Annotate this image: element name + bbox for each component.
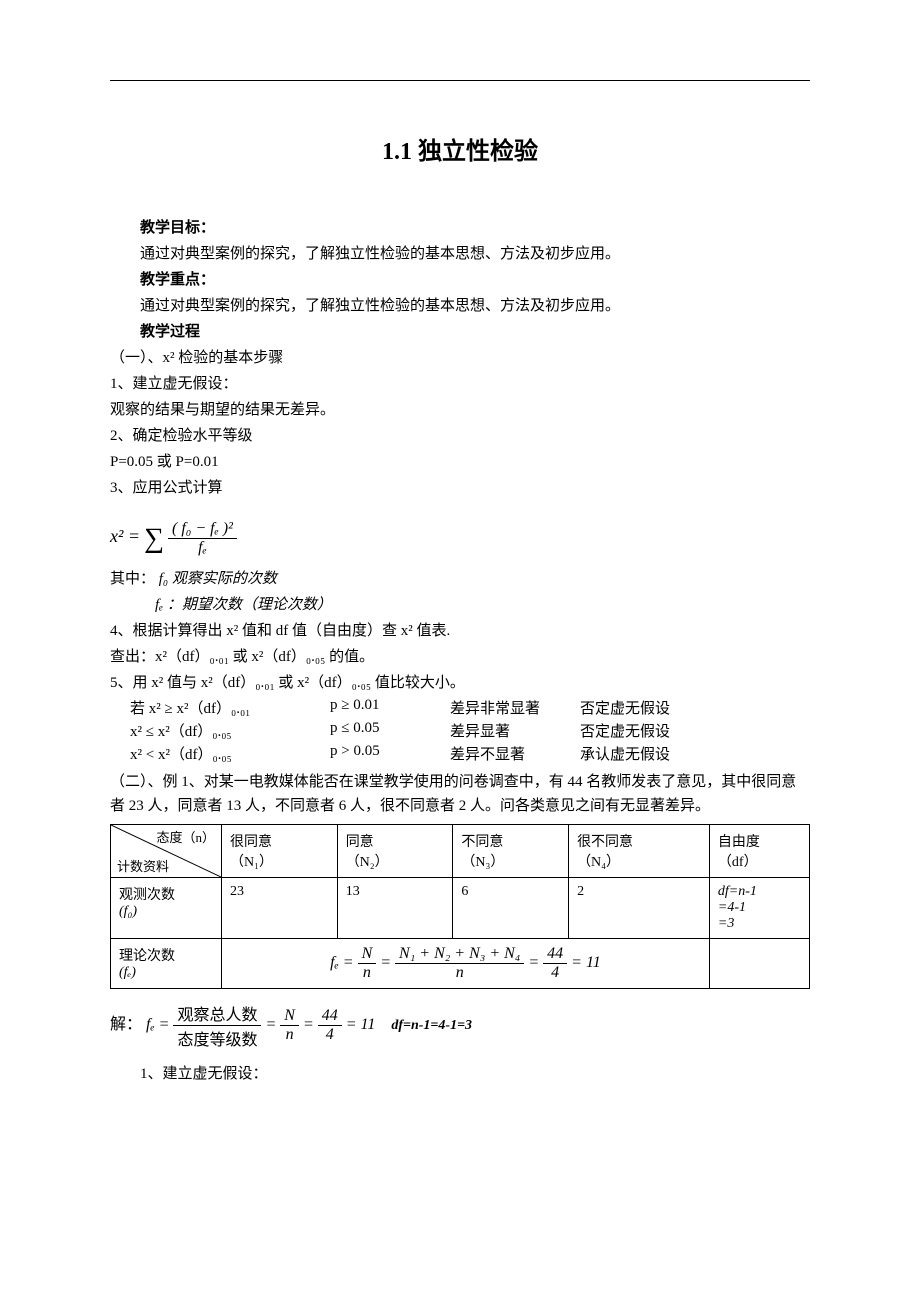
obs-v4: 2 <box>569 878 710 939</box>
goal-label: 教学目标： <box>110 216 810 240</box>
step2b: P=0.05 或 P=0.01 <box>110 450 810 474</box>
top-rule <box>110 80 810 81</box>
section2-label: （二）、例 1、对某一电教媒体能否在课堂教学使用的问卷调查中，有 44 名教师发… <box>110 770 810 818</box>
fe-formula: fₑ = N n = N₁ + N₂ + N₃ + N₄ n = 44 4 <box>330 954 601 971</box>
compare-row-2: x² ≤ x²（df）₀.₀₅ p ≤ 0.05 差异显著 否定虚无假设 <box>110 720 810 741</box>
where-f0: f₀ 观察实际的次数 <box>159 571 277 587</box>
col-header-2: 同意 （N₂） <box>337 825 453 878</box>
obs-v2: 13 <box>337 878 453 939</box>
step5: 5、用 x² 值与 x²（df）₀.₀₁ 或 x²（df）₀.₀₅ 值比较大小。 <box>110 671 810 695</box>
goal-text: 通过对典型案例的探究，了解独立性检验的基本思想、方法及初步应用。 <box>110 242 810 266</box>
step4: 4、根据计算得出 x² 值和 df 值（自由度）查 x² 值表. <box>110 619 810 643</box>
diag-bottom-label: 计数资料 <box>117 856 169 875</box>
col-header-3: 不同意 （N₃） <box>453 825 569 878</box>
data-table: 态度（n） 计数资料 很同意 （N₁） 同意 （N₂） 不同意 （N₃） 很不同… <box>110 824 810 989</box>
sigma-icon: ∑ <box>144 523 164 555</box>
compare-row-3: x² < x²（df）₀.₀₅ p > 0.05 差异不显著 承认虚无假设 <box>110 743 810 764</box>
col-header-1: 很同意 （N₁） <box>222 825 338 878</box>
col-header-4: 很不同意 （N₄） <box>569 825 710 878</box>
col-header-5: 自由度 （df） <box>709 825 809 878</box>
formula-lhs: x² = <box>110 526 140 546</box>
step3: 3、应用公式计算 <box>110 476 810 500</box>
obs-v3: 6 <box>453 878 569 939</box>
page: 1.1 独立性检验 教学目标： 通过对典型案例的探究，了解独立性检验的基本思想、… <box>0 0 920 1302</box>
step2a: 2、确定检验水平等级 <box>110 424 810 448</box>
obs-v1: 23 <box>222 878 338 939</box>
row-theo-formula-cell: fₑ = N n = N₁ + N₂ + N₃ + N₄ n = 44 4 <box>222 939 710 989</box>
solution-step1: 1、建立虚无假设： <box>110 1062 810 1086</box>
section1-label: （一）、x² 检验的基本步骤 <box>110 346 810 370</box>
where-line: 其中： f₀ 观察实际的次数 <box>110 567 810 591</box>
process-label: 教学过程 <box>110 320 810 344</box>
formula-numerator: ( f₀ − fₑ )² <box>168 520 237 539</box>
solution-label: 解： <box>110 1016 142 1033</box>
step1a: 1、建立虚无假设： <box>110 372 810 396</box>
where-label: 其中： <box>110 571 155 587</box>
step1b: 观察的结果与期望的结果无差异。 <box>110 398 810 422</box>
table-header-row: 态度（n） 计数资料 很同意 （N₁） 同意 （N₂） 不同意 （N₃） 很不同… <box>111 825 810 878</box>
table-row-observed: 观测次数 (f₀) 23 13 6 2 df=n-1 =4-1 =3 <box>111 878 810 939</box>
diag-header-cell: 态度（n） 计数资料 <box>111 825 222 878</box>
formula-fraction: ( f₀ − fₑ )² fₑ <box>168 520 237 557</box>
row-theo-label: 理论次数 (fₑ) <box>111 939 222 989</box>
focus-text: 通过对典型案例的探究，了解独立性检验的基本思想、方法及初步应用。 <box>110 294 810 318</box>
focus-label: 教学重点： <box>110 268 810 292</box>
table-row-theoretical: 理论次数 (fₑ) fₑ = N n = N₁ + N₂ + N₃ + N₄ n… <box>111 939 810 989</box>
page-title: 1.1 独立性检验 <box>110 131 810 166</box>
formula-denominator: fₑ <box>168 539 237 557</box>
where-fe: fₑ ：期望次数（理论次数） <box>110 593 810 617</box>
row-obs-label: 观测次数 (f₀) <box>111 878 222 939</box>
step4b: 查出：x²（df）₀.₀₁ 或 x²（df）₀.₀₅ 的值。 <box>110 645 810 669</box>
compare-row-1: 若 x² ≥ x²（df）₀.₀₁ p ≥ 0.01 差异非常显著 否定虚无假设 <box>110 697 810 718</box>
solution-line: 解： fₑ = 观察总人数 态度等级数 = N n = 44 4 = 11 df… <box>110 1001 810 1050</box>
obs-df: df=n-1 =4-1 =3 <box>709 878 809 939</box>
solution-df: df=n-1=4-1=3 <box>391 1018 472 1033</box>
diag-top-label: 态度（n） <box>156 827 215 846</box>
chi-square-formula: x² = ∑ ( f₀ − fₑ )² fₑ <box>110 520 810 557</box>
row-theo-df <box>709 939 809 989</box>
